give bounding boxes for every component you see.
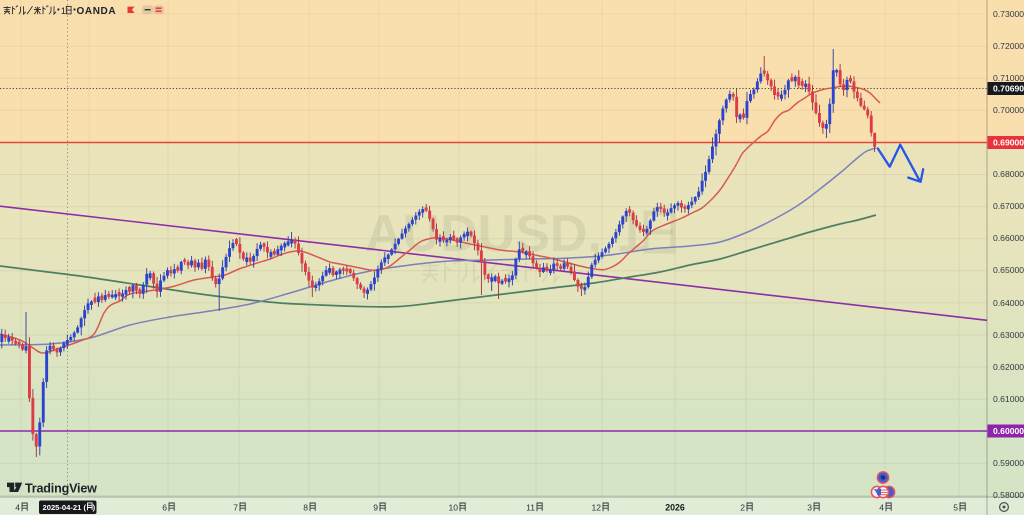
svg-text:TradingView: TradingView [25, 481, 97, 495]
svg-text:0.68000: 0.68000 [993, 169, 1024, 179]
svg-text:8: 8 [303, 503, 308, 513]
svg-text:0.67000: 0.67000 [993, 201, 1024, 211]
svg-text:0.71000: 0.71000 [993, 73, 1024, 83]
svg-text:0.63000: 0.63000 [993, 330, 1024, 340]
svg-text:4: 4 [15, 503, 20, 513]
svg-text:0.62000: 0.62000 [993, 362, 1024, 372]
svg-text:0.61000: 0.61000 [993, 394, 1024, 404]
svg-text:0.64000: 0.64000 [993, 298, 1024, 308]
svg-text:OANDA: OANDA [77, 6, 117, 17]
svg-text:0.70000: 0.70000 [993, 105, 1024, 115]
svg-text:0.58000: 0.58000 [993, 490, 1024, 500]
svg-text:7: 7 [233, 503, 238, 513]
svg-text:9: 9 [373, 503, 378, 513]
svg-text:12: 12 [591, 503, 601, 513]
svg-text:1: 1 [61, 6, 66, 16]
svg-text:): ) [93, 503, 96, 512]
svg-text:6: 6 [162, 503, 167, 513]
svg-text:0.72000: 0.72000 [993, 41, 1024, 51]
svg-text:11: 11 [526, 503, 535, 513]
svg-text:0.70690: 0.70690 [993, 84, 1024, 94]
svg-text:0.59000: 0.59000 [993, 458, 1024, 468]
svg-text:0.69000: 0.69000 [993, 138, 1024, 148]
svg-text:10: 10 [448, 503, 458, 513]
svg-text:2026: 2026 [665, 503, 685, 513]
svg-text:2: 2 [740, 503, 745, 513]
svg-text:3: 3 [807, 503, 812, 513]
svg-text:0.73000: 0.73000 [993, 9, 1024, 19]
svg-text:0.60000: 0.60000 [993, 426, 1024, 436]
svg-text:0.66000: 0.66000 [993, 233, 1024, 243]
svg-text:5: 5 [953, 503, 958, 513]
svg-text:2025-04-21 (: 2025-04-21 ( [43, 503, 87, 512]
svg-text:4: 4 [879, 503, 884, 513]
svg-text:0.65000: 0.65000 [993, 265, 1024, 275]
